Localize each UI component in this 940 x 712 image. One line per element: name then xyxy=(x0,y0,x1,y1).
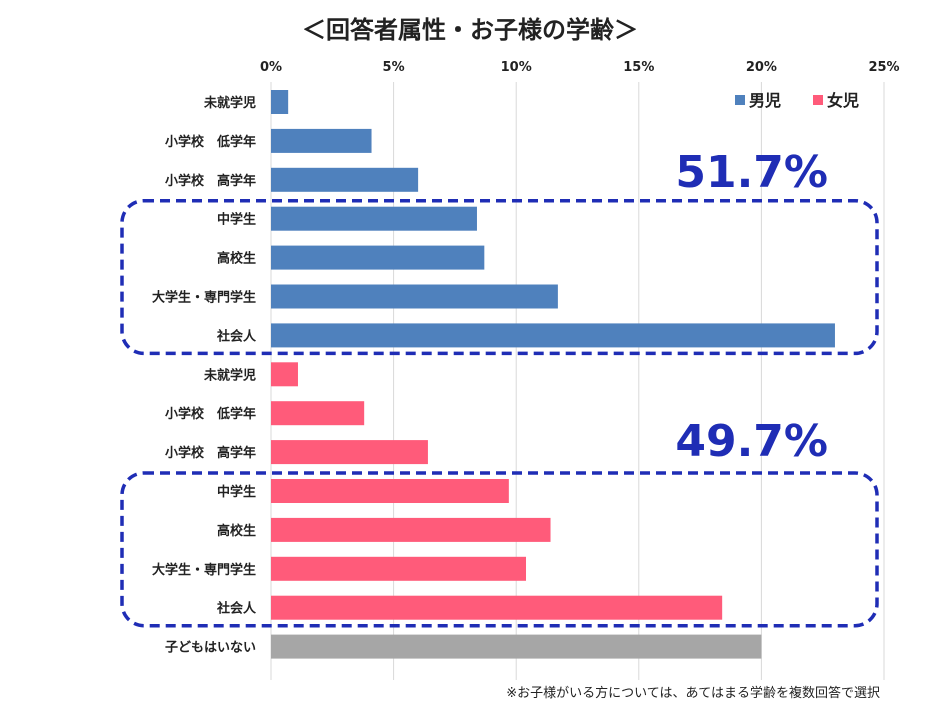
legend-swatch xyxy=(735,95,745,105)
bar xyxy=(271,362,298,387)
category-label: 小学校 高学年 xyxy=(165,173,256,189)
x-tick-label: 10% xyxy=(501,60,532,75)
category-label: 未就学児 xyxy=(203,95,256,111)
category-label: 小学校 高学年 xyxy=(165,445,256,461)
bar xyxy=(271,401,365,426)
bar xyxy=(271,556,527,581)
category-label: 小学校 低学年 xyxy=(165,134,256,150)
annotations: 51.7% 49.7% xyxy=(675,147,828,467)
x-tick-label: 15% xyxy=(623,60,654,75)
bar xyxy=(271,595,723,620)
bars xyxy=(271,90,835,659)
x-tick-label: 25% xyxy=(868,60,899,75)
category-label: 社会人 xyxy=(216,328,257,344)
legend: 男児 女児 xyxy=(735,91,859,110)
x-axis-ticks: 0% 5% 10% 15% 20% 25% xyxy=(260,60,900,75)
category-label: 高校生 xyxy=(217,251,256,267)
category-label: 大学生・専門学生 xyxy=(152,562,256,578)
highlight-boxes xyxy=(120,198,879,628)
chart-title: ＜回答者属性・お子様の学齢＞ xyxy=(302,16,638,44)
category-label: 中学生 xyxy=(217,484,256,500)
percentage-annotation: 51.7% xyxy=(675,147,828,198)
bar xyxy=(271,167,419,192)
bar xyxy=(271,479,509,503)
bar xyxy=(271,206,477,231)
legend-swatch xyxy=(813,95,823,105)
category-label: 中学生 xyxy=(217,212,256,228)
highlight-box xyxy=(120,198,879,356)
x-tick-label: 0% xyxy=(260,60,282,75)
bar xyxy=(271,634,762,659)
x-tick-label: 5% xyxy=(383,60,405,75)
bar xyxy=(271,245,485,270)
category-label: 未就学児 xyxy=(203,367,256,383)
category-label: 社会人 xyxy=(216,601,257,617)
bar xyxy=(271,90,289,114)
bar xyxy=(271,323,835,348)
bar xyxy=(271,440,428,465)
bar xyxy=(271,517,551,542)
legend-label: 男児 xyxy=(749,91,781,110)
footnote: ※お子様がいる方については、あてはまる学齢を複数回答で選択 xyxy=(506,685,880,701)
category-label: 子どもはいない xyxy=(165,641,256,656)
category-label: 大学生・専門学生 xyxy=(152,290,256,306)
legend-label: 女児 xyxy=(827,91,859,110)
x-tick-label: 20% xyxy=(746,60,777,75)
percentage-annotation: 49.7% xyxy=(675,416,828,467)
bar xyxy=(271,284,558,309)
category-label: 小学校 低学年 xyxy=(165,406,256,422)
highlight-box xyxy=(120,471,879,628)
category-label: 高校生 xyxy=(217,523,256,539)
bar xyxy=(271,128,372,153)
